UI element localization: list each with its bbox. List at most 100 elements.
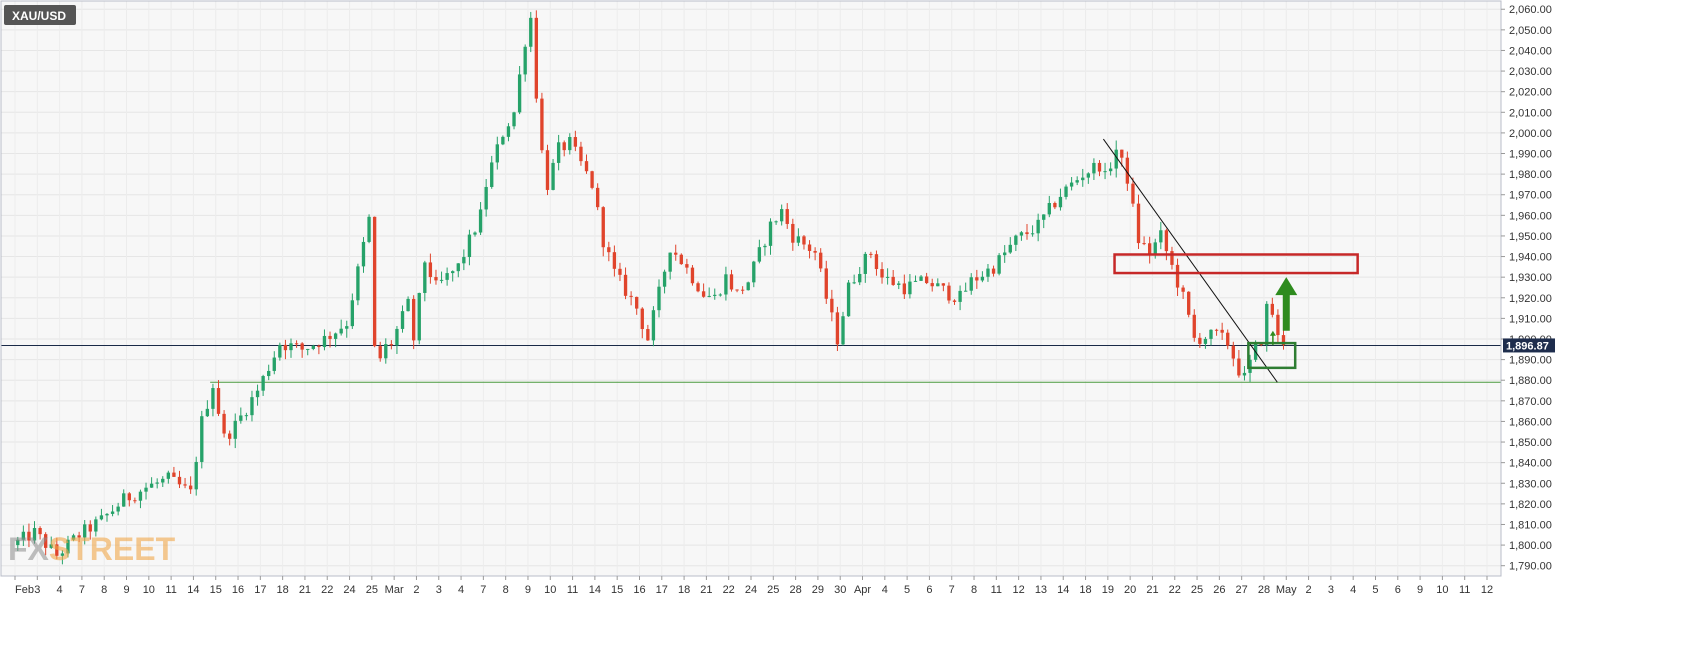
last-price-label: 1,896.87 — [1506, 340, 1549, 352]
candle-down — [590, 171, 594, 188]
candle-up — [94, 519, 98, 532]
candle-down — [1025, 232, 1029, 235]
candle-up — [211, 388, 215, 409]
x-tick-label: 6 — [1395, 584, 1401, 596]
x-tick-label: Mar — [385, 584, 404, 596]
candle-up — [484, 186, 488, 210]
candle-up — [345, 326, 349, 329]
symbol-badge[interactable]: XAU/USD — [4, 5, 76, 25]
candle-up — [194, 461, 198, 490]
y-tick-label: 1,990.00 — [1509, 149, 1552, 161]
candle-up — [367, 216, 371, 242]
x-tick-label: 11 — [991, 584, 1002, 596]
candle-up — [1019, 232, 1024, 236]
candle-down — [824, 268, 828, 299]
candle-up — [83, 524, 87, 538]
candle-down — [411, 298, 416, 341]
candle-down — [372, 216, 377, 347]
watermark-street: STREET — [49, 531, 176, 567]
candle-up — [757, 247, 762, 262]
candle-up — [250, 397, 254, 416]
candle-up — [462, 257, 466, 264]
candle-up — [1242, 372, 1247, 376]
candle-up — [144, 487, 148, 492]
candle-down — [869, 253, 873, 255]
candle-down — [183, 484, 187, 486]
x-tick-label: 4 — [882, 584, 888, 596]
x-tick-label: 7 — [949, 584, 955, 596]
candle-up — [239, 415, 243, 421]
candle-down — [696, 283, 700, 292]
candle-up — [356, 266, 360, 301]
candle-up — [1069, 182, 1074, 187]
y-tick-label: 1,790.00 — [1509, 561, 1552, 573]
y-tick-label: 1,830.00 — [1509, 478, 1552, 490]
candle-up — [149, 483, 154, 488]
candle-down — [428, 262, 433, 278]
candle-down — [294, 343, 299, 345]
y-tick-label: 1,940.00 — [1509, 252, 1552, 264]
candle-up — [400, 311, 405, 329]
candle-down — [188, 485, 193, 490]
candle-up — [166, 472, 171, 479]
candle-up — [311, 345, 315, 349]
candle-down — [216, 388, 221, 414]
candle-up — [841, 316, 845, 345]
candle-up — [1103, 171, 1107, 173]
candle-up — [863, 253, 867, 274]
candle-up — [339, 328, 343, 334]
x-tick-label: 17 — [254, 584, 266, 596]
x-tick-label: 18 — [277, 584, 289, 596]
candle-down — [88, 524, 92, 532]
candle-down — [924, 276, 929, 284]
small-arrow-head — [1269, 330, 1276, 336]
candle-down — [1120, 149, 1124, 158]
x-tick-label: 28 — [789, 584, 801, 596]
up-arrow-shaft — [1282, 293, 1290, 331]
x-tick-label: 24 — [745, 584, 757, 596]
candle-up — [752, 261, 756, 283]
y-tick-label: 1,950.00 — [1509, 231, 1552, 243]
candle-up — [1114, 149, 1118, 169]
candle-up — [651, 310, 656, 341]
x-tick-label: 14 — [589, 584, 601, 596]
candle-down — [930, 283, 934, 287]
candle-up — [1064, 186, 1068, 197]
candle-down — [1198, 337, 1202, 344]
candle-up — [261, 376, 265, 391]
candle-down — [317, 345, 321, 348]
candle-up — [774, 221, 778, 223]
candle-down — [1131, 183, 1135, 204]
x-axis: Feb 3 4 7 8 9 10 11 14 15 16 17 18 21 22 24 25 Mar 2 3 4 7 8 9 1… — [14, 576, 1493, 596]
candle-up — [913, 280, 918, 282]
x-tick-label: 22 — [321, 584, 333, 596]
candle-up — [768, 221, 773, 246]
x-tick-label: 20 — [1124, 584, 1136, 596]
candle-up — [417, 292, 421, 341]
candle-down — [635, 296, 639, 309]
candle-down — [579, 146, 583, 162]
candle-up — [997, 255, 1001, 274]
candle-up — [110, 511, 115, 514]
candle-down — [975, 277, 979, 281]
y-tick-label: 2,010.00 — [1509, 107, 1552, 119]
y-tick-label: 2,000.00 — [1509, 128, 1552, 140]
candle-down — [172, 472, 176, 477]
candle-down — [729, 274, 734, 290]
candle-down — [1226, 332, 1230, 346]
candle-up — [529, 17, 533, 47]
candle-down — [607, 247, 611, 253]
x-tick-label: 27 — [1236, 584, 1248, 596]
candle-up — [517, 74, 522, 113]
candle-up — [155, 482, 159, 484]
candle-down — [802, 236, 806, 245]
candle-up — [138, 491, 143, 501]
candle-up — [1159, 230, 1163, 243]
candle-down — [813, 250, 817, 253]
candle-up — [333, 333, 338, 339]
candle-up — [456, 263, 460, 272]
y-tick-label: 2,040.00 — [1509, 45, 1552, 57]
x-tick-label: 5 — [904, 584, 910, 596]
candle-down — [1142, 243, 1146, 245]
candle-down — [55, 544, 59, 556]
